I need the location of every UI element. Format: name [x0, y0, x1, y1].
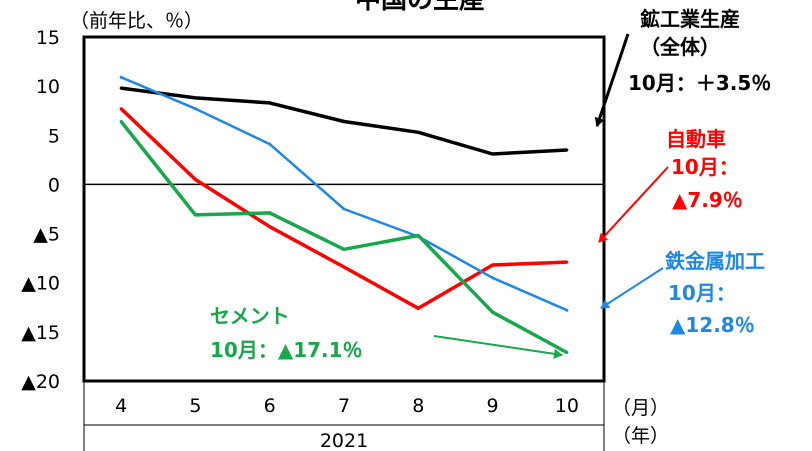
annotation-steel-line2: 10月： — [668, 281, 736, 305]
year-label: 2021 — [320, 430, 368, 451]
x-tick-labels: 4 5 6 7 8 9 10 — [115, 395, 579, 417]
annotation-cement-line2: 10月：▲17.1％ — [210, 338, 363, 362]
annotation-auto-line2: 10月： — [671, 155, 739, 179]
series-point-0 — [416, 130, 420, 134]
x-tick-label: 4 — [115, 395, 127, 417]
series-point-3 — [491, 310, 495, 314]
series-point-1 — [342, 265, 346, 269]
series-point-3 — [565, 350, 569, 354]
series-point-1 — [416, 306, 420, 310]
annotation-total-arrow — [594, 33, 630, 127]
annotation-total-line2: （全体） — [640, 35, 720, 59]
series-point-3 — [342, 247, 346, 251]
annotation-cement: セメント 10月：▲17.1％ — [210, 304, 563, 362]
series-point-1 — [565, 260, 569, 264]
series-point-0 — [342, 120, 346, 124]
y-tick-label: ▲20 — [21, 371, 60, 393]
annotation-steel-line1: 鉄金属加工 — [665, 249, 765, 273]
series-point-1 — [491, 263, 495, 267]
series-point-2 — [565, 308, 569, 312]
annotation-total: 鉱工業生産 （全体） 10月：＋3.5％ — [594, 7, 771, 127]
x-tick-label: 7 — [338, 395, 350, 417]
y-tick-label: 5 — [48, 125, 60, 147]
series-point-1 — [268, 225, 272, 229]
annotation-steel-line3: ▲12.8％ — [670, 313, 755, 337]
series-point-0 — [565, 148, 569, 152]
y-tick-label: ▲15 — [21, 322, 60, 344]
series-point-0 — [119, 86, 123, 90]
x-tick-label: 8 — [412, 395, 424, 417]
series-point-2 — [342, 207, 346, 211]
annotation-auto: 自動車 10月： ▲7.9％ — [598, 127, 743, 243]
series-point-3 — [416, 234, 420, 238]
y-tick-label: ▲10 — [21, 273, 60, 295]
series-point-2 — [119, 75, 123, 79]
x-tick-label: 9 — [487, 395, 499, 417]
annotation-cement-line1: セメント — [210, 304, 290, 328]
y-tick-label: ▲5 — [33, 224, 60, 246]
series-line-2 — [120, 76, 568, 312]
y-axis-unit: （前年比、％） — [70, 10, 203, 32]
series-point-0 — [491, 152, 495, 156]
series-point-2 — [193, 107, 197, 111]
annotation-total-line1: 鉱工業生産 — [640, 7, 740, 31]
annotation-auto-line1: 自動車 — [666, 127, 726, 151]
annotation-auto-arrow — [598, 166, 669, 243]
series-point-3 — [268, 211, 272, 215]
series-point-2 — [268, 142, 272, 146]
chart-title: 中国の生産 — [355, 0, 485, 15]
plot-frame — [82, 35, 606, 383]
x-axis-unit: （月） — [612, 397, 669, 419]
series-line-3 — [119, 120, 568, 355]
annotation-cement-arrow — [433, 335, 563, 359]
series-point-0 — [193, 96, 197, 100]
annotation-steel-arrow — [600, 267, 664, 309]
series-point-1 — [119, 107, 123, 111]
y-tick-labels: 15 10 5 0 ▲5 ▲10 ▲15 ▲20 — [21, 27, 60, 393]
year-unit: （年） — [612, 425, 669, 447]
series-point-1 — [193, 178, 197, 182]
annotation-total-line3: 10月：＋3.5％ — [628, 71, 771, 95]
annotation-auto-line3: ▲7.9％ — [672, 188, 743, 212]
series-point-2 — [491, 276, 495, 280]
x-tick-label: 6 — [264, 395, 276, 417]
x-tick-label: 5 — [189, 395, 201, 417]
y-tick-label: 0 — [48, 174, 60, 196]
x-tick-label: 10 — [555, 395, 579, 417]
series-point-0 — [268, 101, 272, 105]
series-point-3 — [119, 120, 123, 124]
y-tick-label: 15 — [36, 27, 60, 49]
series-lines — [119, 75, 569, 355]
annotation-steel: 鉄金属加工 10月： ▲12.8％ — [600, 249, 765, 337]
series-point-3 — [193, 213, 197, 217]
y-tick-label: 10 — [36, 76, 60, 98]
